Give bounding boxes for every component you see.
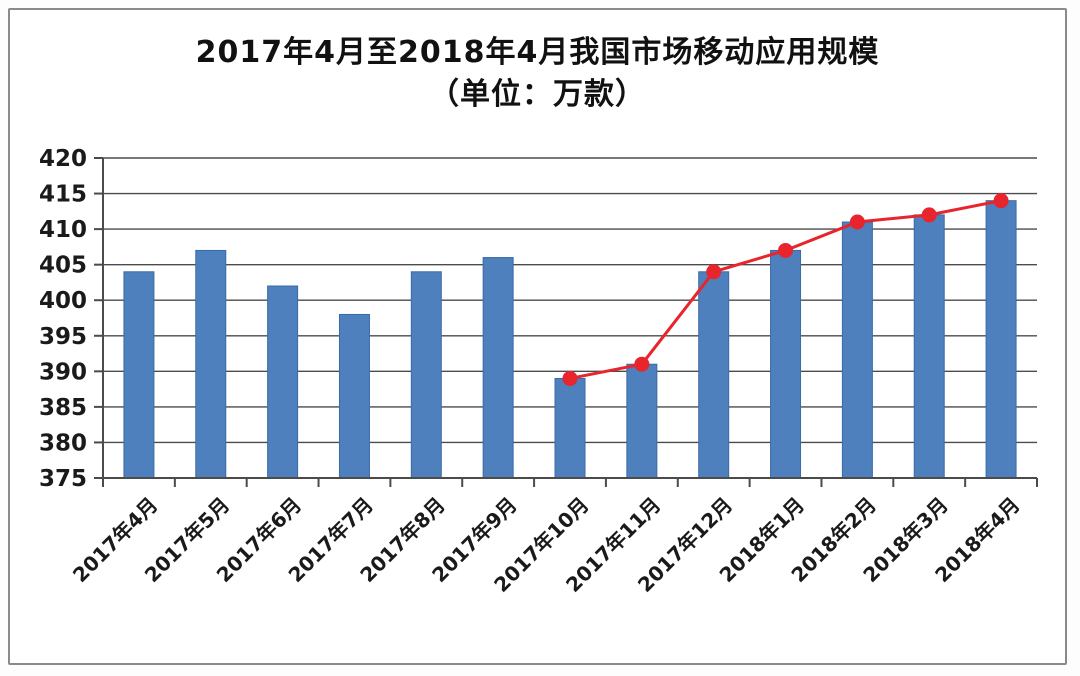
bar-2017年10月	[554, 377, 586, 479]
bar-2018年4月	[985, 200, 1017, 479]
y-axis-label-410: 410	[39, 217, 87, 243]
bar-2018年1月	[770, 249, 802, 479]
y-axis-label-420: 420	[39, 146, 87, 172]
trend-marker-1	[634, 356, 650, 372]
y-axis-label-415: 415	[39, 182, 87, 208]
bar-2017年12月	[698, 271, 730, 479]
bar-2017年8月	[410, 271, 442, 479]
bar-2017年6月	[267, 285, 299, 479]
bar-2018年3月	[913, 214, 945, 479]
bar-2017年5月	[195, 249, 227, 479]
chart-title-line2: （单位：万款）	[429, 77, 646, 112]
trend-marker-0	[562, 370, 578, 386]
bar-2018年2月	[841, 221, 873, 479]
y-axis-label-390: 390	[39, 359, 87, 385]
y-axis-label-385: 385	[39, 395, 87, 421]
trend-marker-3	[778, 242, 794, 258]
bar-2017年4月	[123, 271, 155, 479]
bar-2017年11月	[626, 363, 658, 479]
trend-marker-6	[993, 193, 1009, 209]
bar-2017年9月	[482, 257, 514, 479]
trend-marker-2	[706, 264, 722, 280]
y-axis-label-395: 395	[39, 324, 87, 350]
y-axis-label-400: 400	[39, 288, 87, 314]
y-axis-label-405: 405	[39, 253, 87, 279]
chart-frame: 2017年4月至2018年4月我国市场移动应用规模 （单位：万款）	[8, 8, 1067, 665]
chart-title: 2017年4月至2018年4月我国市场移动应用规模 （单位：万款）	[10, 32, 1065, 116]
y-axis-label-380: 380	[39, 430, 87, 456]
chart-title-line1: 2017年4月至2018年4月我国市场移动应用规模	[195, 35, 880, 70]
trend-marker-4	[849, 214, 865, 230]
trend-marker-5	[921, 207, 937, 223]
bar-2017年7月	[338, 313, 370, 479]
y-axis-label-375: 375	[39, 466, 87, 492]
